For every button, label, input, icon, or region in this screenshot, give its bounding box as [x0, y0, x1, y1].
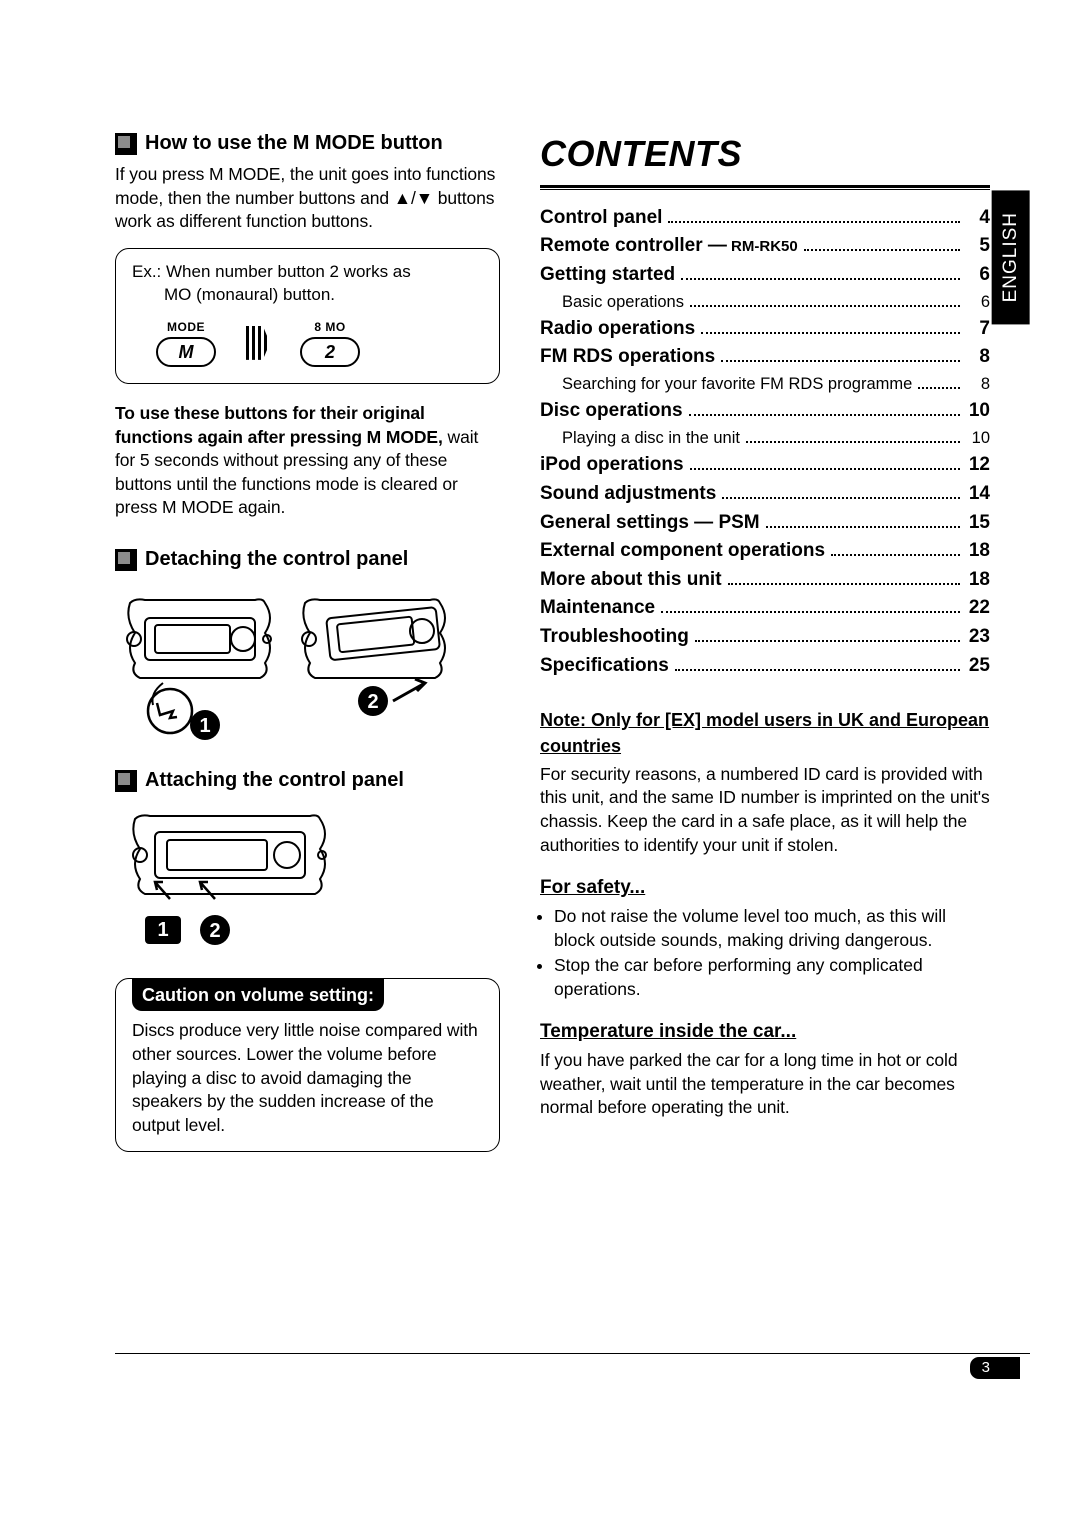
paragraph: If you press M MODE, the unit goes into … — [115, 163, 500, 234]
paragraph: To use these buttons for their original … — [115, 402, 500, 520]
toc-row: Control panel4 — [540, 205, 990, 231]
section-title: Detaching the control panel — [145, 546, 408, 573]
toc-row: FM RDS operations8 — [540, 344, 990, 370]
svg-text:1: 1 — [199, 715, 210, 737]
toc-row: Maintenance22 — [540, 595, 990, 621]
arrow-icon — [246, 326, 270, 360]
toc-row: Remote controller — RM-RK505 — [540, 233, 990, 259]
toc-row: Playing a disc in the unit10 — [540, 427, 990, 449]
footer-rule — [115, 1353, 1030, 1355]
list-item: Stop the car before performing any compl… — [554, 954, 990, 1001]
mode-button-illus: MODE M — [156, 319, 216, 367]
example-box: Ex.: When number button 2 works as MO (m… — [115, 248, 500, 384]
toc-row: More about this unit18 — [540, 567, 990, 593]
page-number: 3 — [970, 1357, 1020, 1379]
note-heading: Note: Only for [EX] model users in UK an… — [540, 708, 990, 758]
svg-text:1: 1 — [157, 919, 168, 941]
toc-row: Getting started6 — [540, 262, 990, 288]
toc-row: Specifications25 — [540, 653, 990, 679]
toc-row: External component operations18 — [540, 538, 990, 564]
section-title: How to use the M MODE button — [145, 130, 443, 157]
note-body: For security reasons, a numbered ID card… — [540, 763, 990, 858]
square-icon — [115, 133, 137, 155]
attach-illustration: 1 2 — [115, 804, 500, 954]
section-title: Attaching the control panel — [145, 767, 404, 794]
temperature-body: If you have parked the car for a long ti… — [540, 1049, 990, 1120]
caution-body: Discs produce very little noise compared… — [132, 1019, 483, 1137]
list-item: Do not raise the volume level too much, … — [554, 905, 990, 952]
section-heading: Attaching the control panel — [115, 767, 500, 794]
detach-illustration: 1 2 — [115, 583, 500, 743]
safety-list: Do not raise the volume level too much, … — [540, 905, 990, 1002]
toc-row: Troubleshooting23 — [540, 624, 990, 650]
toc-row: Disc operations10 — [540, 398, 990, 424]
contents-rule — [540, 185, 990, 191]
example-text: Ex.: When number button 2 works as MO (m… — [132, 261, 483, 307]
svg-text:2: 2 — [367, 691, 378, 713]
square-icon — [115, 549, 137, 571]
square-icon — [115, 770, 137, 792]
toc-row: iPod operations12 — [540, 452, 990, 478]
contents-title: CONTENTS — [540, 130, 990, 179]
section-heading: How to use the M MODE button — [115, 130, 500, 157]
language-tab: ENGLISH — [992, 190, 1030, 324]
toc-row: Basic operations6 — [540, 291, 990, 313]
toc-row: Radio operations7 — [540, 316, 990, 342]
safety-heading: For safety... — [540, 875, 990, 901]
temperature-heading: Temperature inside the car... — [540, 1019, 990, 1045]
svg-text:2: 2 — [209, 920, 220, 942]
toc-row: Sound adjustments14 — [540, 481, 990, 507]
toc-row: Searching for your favorite FM RDS progr… — [540, 373, 990, 395]
toc-row: General settings — PSM15 — [540, 510, 990, 536]
section-heading: Detaching the control panel — [115, 546, 500, 573]
number-button-illus: 8 MO 2 — [300, 319, 360, 367]
table-of-contents: Control panel4Remote controller — RM-RK5… — [540, 205, 990, 679]
caution-box: Caution on volume setting: Discs produce… — [115, 978, 500, 1152]
caution-title: Caution on volume setting: — [132, 979, 384, 1011]
